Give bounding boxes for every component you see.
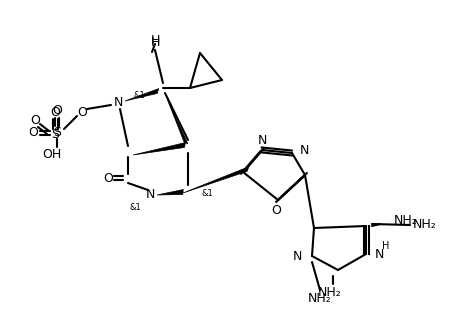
Polygon shape [125, 88, 159, 101]
Text: &1: &1 [202, 189, 214, 198]
Text: H: H [382, 241, 389, 251]
Text: N: N [375, 248, 384, 260]
Text: N: N [145, 189, 155, 202]
Text: &1: &1 [129, 202, 141, 212]
Text: NH₂: NH₂ [308, 292, 332, 305]
Polygon shape [133, 143, 185, 155]
Text: O: O [103, 171, 113, 184]
Text: NH₂: NH₂ [394, 214, 418, 227]
Text: O: O [52, 105, 62, 118]
Text: O: O [50, 107, 60, 120]
Text: OH: OH [42, 148, 62, 161]
Text: S: S [51, 129, 59, 142]
Polygon shape [166, 96, 188, 144]
Polygon shape [157, 190, 183, 195]
Text: N: N [113, 97, 123, 110]
Text: O: O [271, 204, 281, 217]
Text: H: H [150, 36, 160, 49]
Text: N: N [257, 134, 267, 147]
Polygon shape [183, 167, 249, 193]
Text: O: O [30, 113, 40, 126]
Text: O: O [77, 106, 87, 119]
Text: N: N [293, 249, 302, 262]
Text: &1: &1 [134, 90, 146, 99]
Text: O: O [28, 126, 38, 140]
Text: NH₂: NH₂ [318, 285, 342, 298]
Text: S: S [53, 126, 61, 140]
Text: N: N [299, 145, 309, 157]
Text: NH₂: NH₂ [413, 218, 437, 232]
Text: H: H [150, 33, 160, 47]
